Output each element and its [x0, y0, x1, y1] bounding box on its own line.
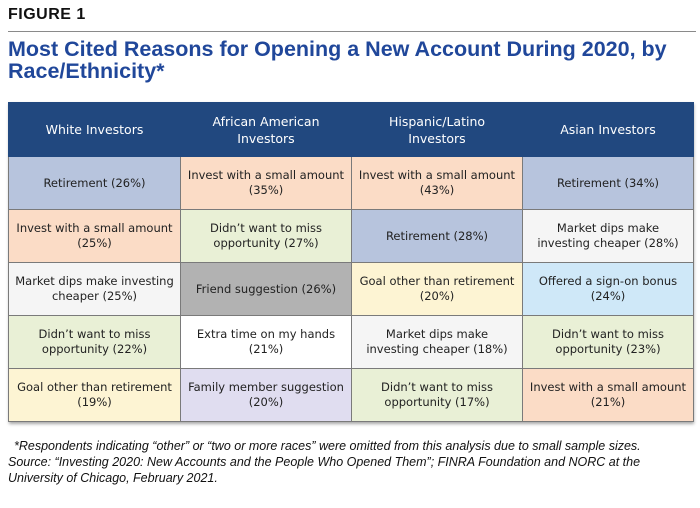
reason-cell: Market dips make investing cheaper (18%) [351, 315, 523, 369]
reason-cell: Family member suggestion (20%) [180, 368, 352, 422]
reasons-table-container: White Investors African American Investor… [8, 102, 694, 422]
table-body: Retirement (26%) Invest with a small amou… [8, 156, 694, 422]
table-row: Didn’t want to miss opportunity (22%) Ext… [8, 315, 694, 369]
reason-cell: Invest with a small amount (25%) [8, 209, 181, 263]
title-divider [8, 31, 696, 32]
source-text: Source: “Investing 2020: New Accounts an… [8, 455, 641, 485]
reason-cell: Goal other than retirement (19%) [8, 368, 181, 422]
chart-title: Most Cited Reasons for Opening a New Acc… [8, 37, 667, 83]
reason-cell: Goal other than retirement (20%) [351, 262, 523, 316]
column-header: Hispanic/Latino Investors [351, 102, 523, 157]
reason-cell: Retirement (34%) [522, 156, 694, 210]
reason-cell: Market dips make investing cheaper (28%) [522, 209, 694, 263]
reason-cell: Didn’t want to miss opportunity (27%) [180, 209, 352, 263]
reason-cell: Didn’t want to miss opportunity (17%) [351, 368, 523, 422]
reason-cell: Invest with a small amount (21%) [522, 368, 694, 422]
reason-cell: Didn’t want to miss opportunity (23%) [522, 315, 694, 369]
footnote-text: *Respondents indicating “other” or “two … [14, 439, 641, 453]
table-header-row: White Investors African American Investor… [8, 102, 694, 157]
reason-cell: Invest with a small amount (43%) [351, 156, 523, 210]
reason-cell: Invest with a small amount (35%) [180, 156, 352, 210]
column-header: African American Investors [180, 102, 352, 157]
reason-cell: Offered a sign-on bonus (24%) [522, 262, 694, 316]
column-header: White Investors [8, 102, 181, 157]
reason-cell: Retirement (26%) [8, 156, 181, 210]
reason-cell: Extra time on my hands (21%) [180, 315, 352, 369]
table-row: Retirement (26%) Invest with a small amou… [8, 156, 694, 210]
table-row: Goal other than retirement (19%) Family m… [8, 368, 694, 422]
column-header: Asian Investors [522, 102, 694, 157]
reason-cell: Friend suggestion (26%) [180, 262, 352, 316]
figure-label: FIGURE 1 [8, 6, 86, 23]
reasons-table: White Investors African American Investor… [8, 102, 694, 422]
reason-cell: Retirement (28%) [351, 209, 523, 263]
reason-cell: Market dips make investing cheaper (25%) [8, 262, 181, 316]
footnote-block: *Respondents indicating “other” or “two … [8, 438, 698, 486]
table-row: Market dips make investing cheaper (25%)… [8, 262, 694, 316]
reason-cell: Didn’t want to miss opportunity (22%) [8, 315, 181, 369]
table-row: Invest with a small amount (25%) Didn’t w… [8, 209, 694, 263]
